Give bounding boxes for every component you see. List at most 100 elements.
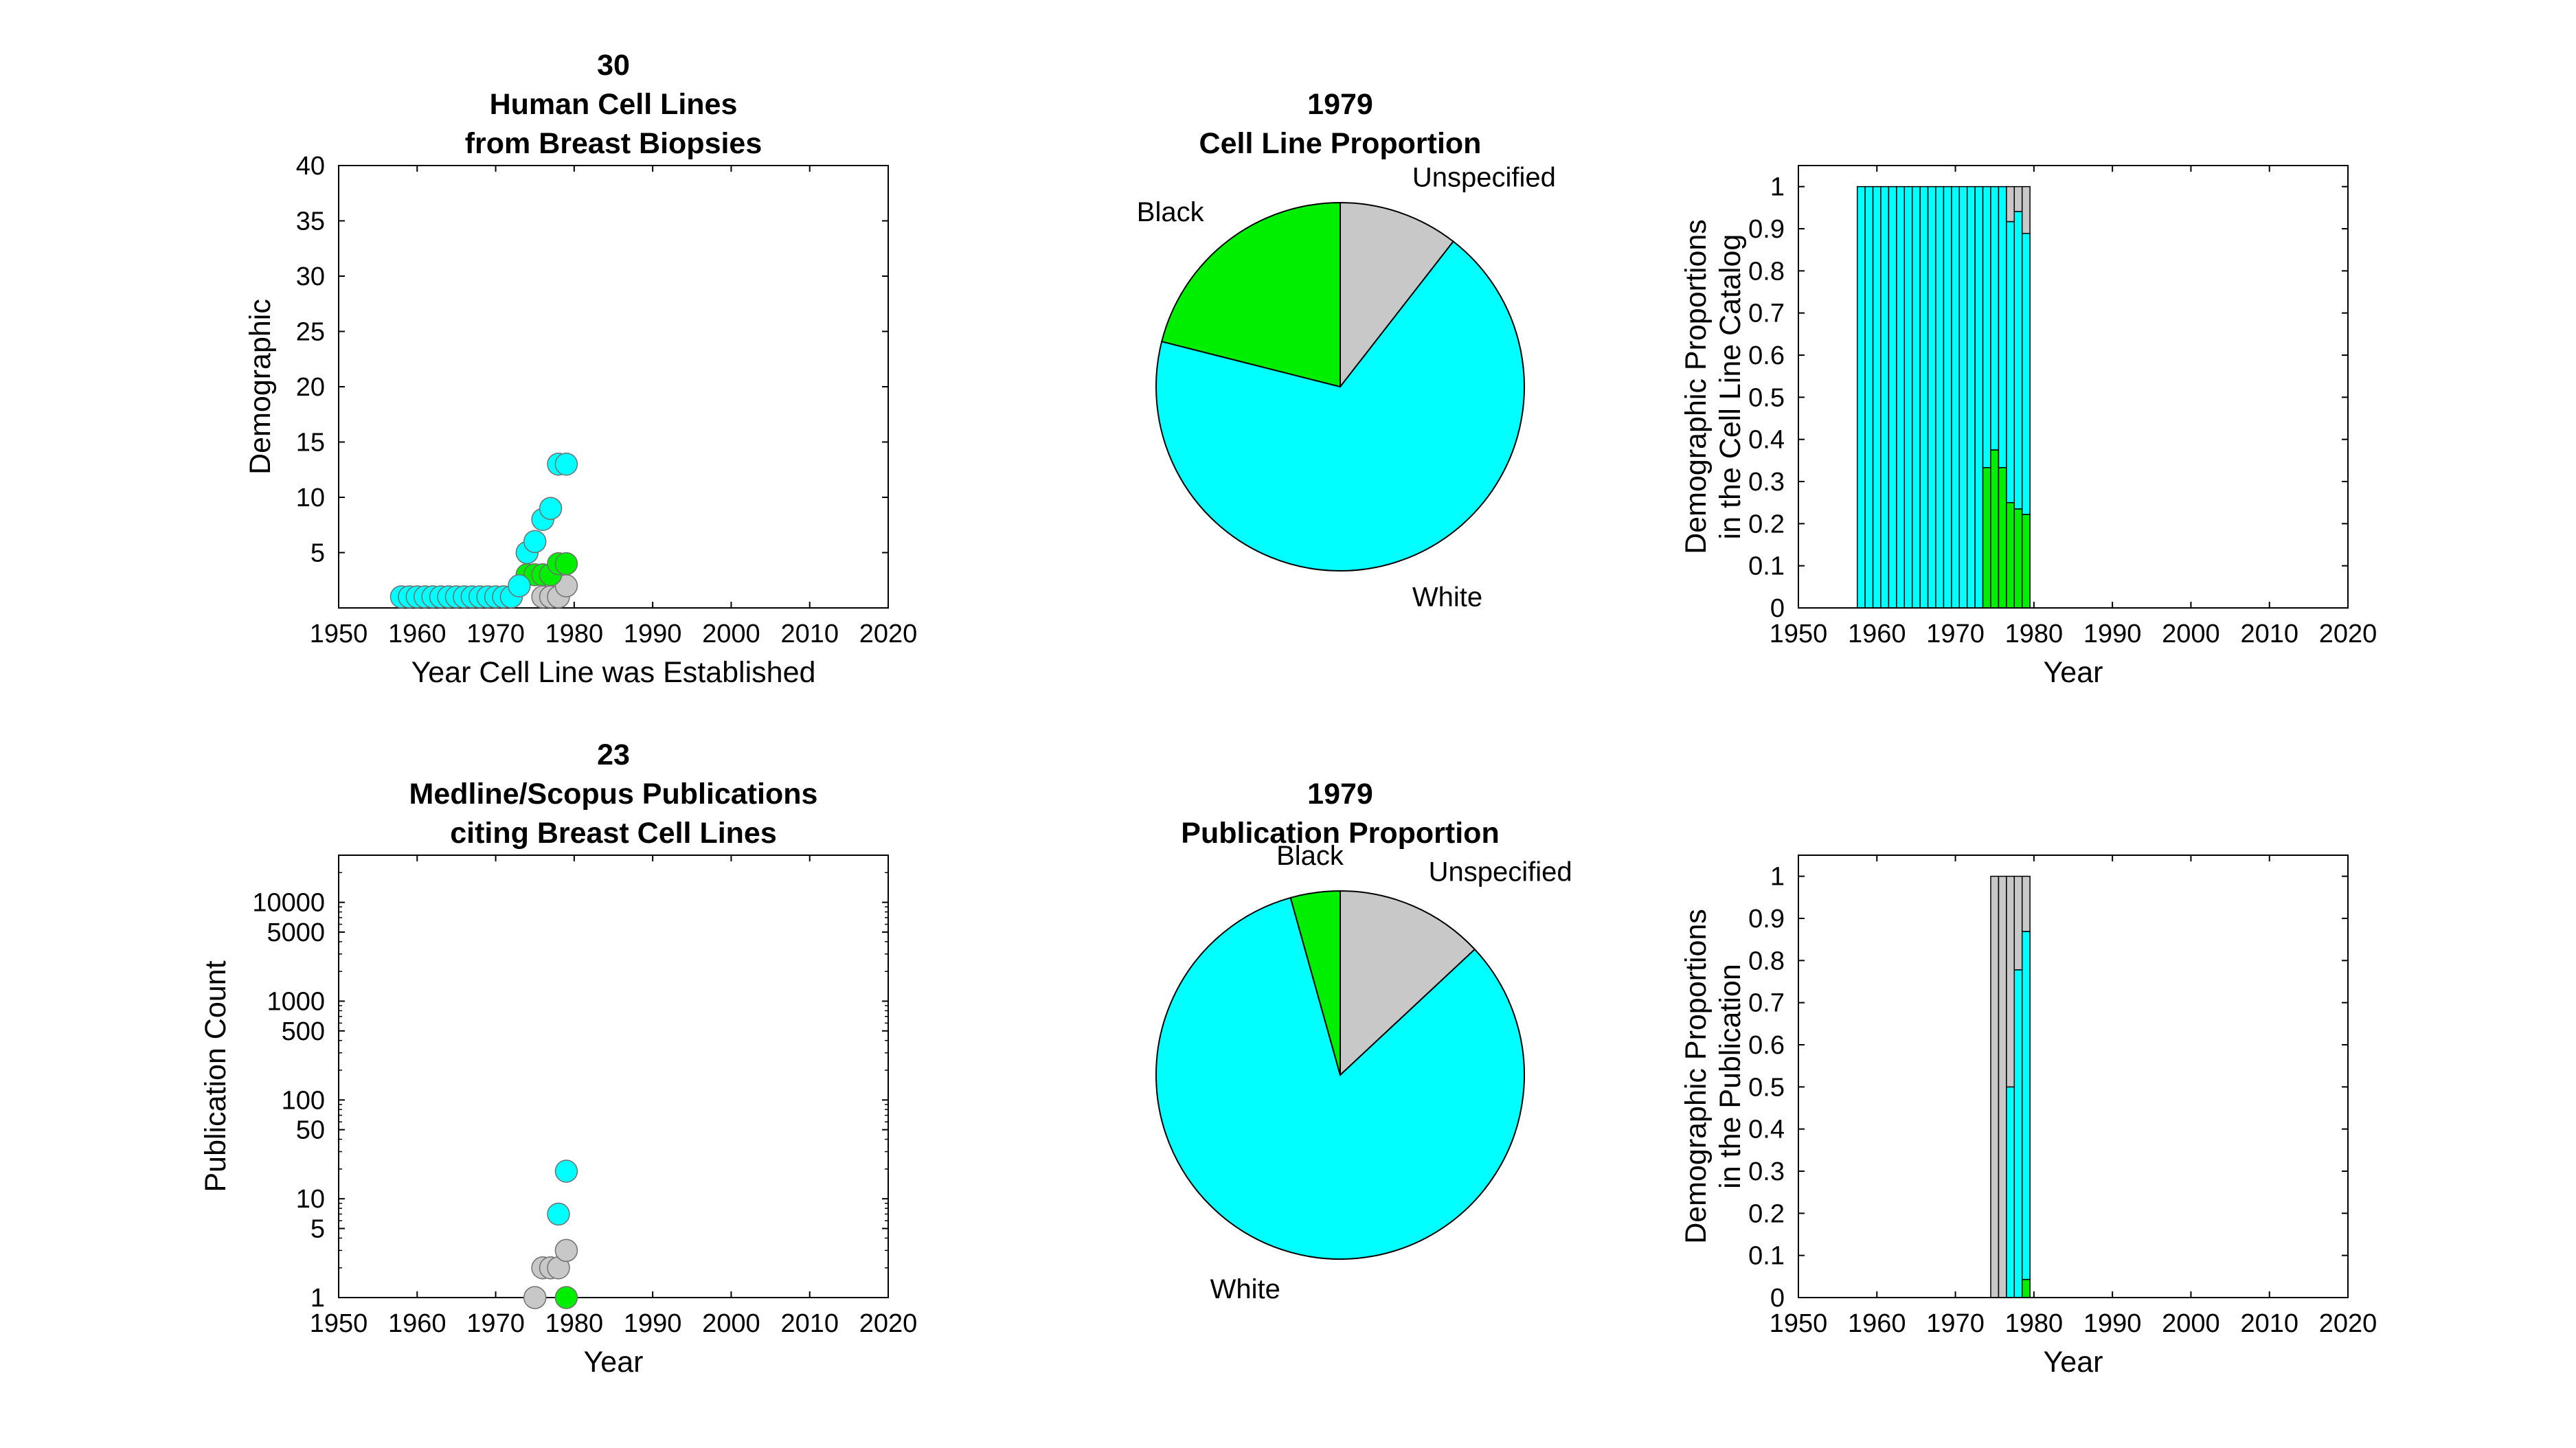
x-tick-label: 2000 (2162, 620, 2220, 648)
x-tick-label: 2020 (859, 1309, 918, 1338)
x-tick-label: 1990 (624, 1309, 682, 1338)
y-tick-label: 10 (296, 1185, 325, 1214)
pie-label: Black (1276, 841, 1344, 871)
pie-slice-white (1155, 240, 1525, 572)
x-tick-label: 1990 (624, 620, 682, 648)
bar-segment-white (1864, 185, 1874, 609)
y-tick-label: 0.7 (1748, 989, 1785, 1018)
y-tick-label: 15 (296, 429, 325, 457)
y-tick-label: 20 (296, 373, 325, 402)
chart-title-line: 1979 (1307, 88, 1373, 121)
bar-segment-white (1951, 185, 1961, 609)
x-tick-label: 1950 (1770, 1309, 1828, 1338)
pie-chart: Unspecified White Black (1155, 841, 1572, 1304)
y-tick-label: 0.7 (1748, 299, 1785, 328)
x-tick-label: 1990 (2083, 620, 2142, 648)
y-tick-label: 0.1 (1748, 552, 1785, 581)
marker-white (508, 574, 531, 598)
y-tick-label: 1 (1770, 173, 1785, 202)
bar-segment-white (2006, 220, 2015, 504)
marker-white (523, 530, 547, 554)
bar-segment-unspecified (2021, 875, 2031, 932)
chart-title-line: Publication Proportion (1181, 817, 1499, 850)
plot-frame (338, 165, 889, 609)
pie-label: Black (1137, 197, 1205, 227)
y-tick-label: 10000 (252, 889, 325, 918)
bar-segment-unspecified (1998, 875, 2007, 1298)
bar-segment-white (1872, 185, 1882, 609)
bar-segment-unspecified (2013, 875, 2023, 971)
y-tick-label: 0.2 (1748, 510, 1785, 539)
x-tick-label: 1980 (545, 1309, 604, 1338)
marker-white (547, 1202, 570, 1226)
x-tick-label: 2020 (2319, 1309, 2377, 1338)
bar-segment-white (2006, 1086, 2015, 1298)
x-tick-label: 2000 (2162, 1309, 2220, 1338)
x-tick-label: 1970 (1926, 1309, 1985, 1338)
x-tick-label: 1980 (2005, 620, 2064, 648)
x-tick-label: 1970 (466, 1309, 525, 1338)
y-axis-label-line: Demographic Proportions (1680, 219, 1713, 554)
chart-title-line: citing Breast Cell Lines (450, 817, 777, 850)
y-tick-label: 1 (1770, 863, 1785, 892)
y-tick-label: 0.9 (1748, 905, 1785, 934)
bar-segment-white (1919, 185, 1929, 609)
bar-segment-white (1911, 185, 1921, 609)
y-tick-label: 10 (296, 484, 325, 512)
x-tick-label: 1960 (388, 1309, 447, 1338)
bar-segment-black (1998, 467, 2007, 609)
plot-frame (1798, 165, 2349, 609)
bar-segment-black (1990, 449, 2000, 609)
chart-title-line: from Breast Biopsies (465, 127, 762, 160)
y-tick-label: 0.8 (1748, 947, 1785, 975)
x-tick-label: 2010 (2240, 1309, 2298, 1338)
y-tick-label: 0.5 (1748, 383, 1785, 412)
x-tick-label: 1990 (2083, 1309, 2142, 1338)
bar-segment-white (1998, 185, 2007, 468)
bar-segment-white (1927, 185, 1936, 609)
pie-label: White (1412, 582, 1482, 612)
y-tick-label: 500 (282, 1017, 325, 1046)
y-tick-label: 1000 (267, 987, 325, 1016)
bar-segment-unspecified (2006, 875, 2015, 1088)
marker-black (554, 552, 578, 576)
bar-segment-white (1943, 185, 1952, 609)
chart-title-line: Cell Line Proportion (1199, 127, 1482, 160)
chart-title-line: Medline/Scopus Publications (409, 778, 818, 811)
y-axis-label-line: Demographic Proportions (1680, 909, 1713, 1244)
marker-unspecified (554, 1238, 578, 1263)
y-tick-label: 0.8 (1748, 257, 1785, 286)
y-tick-label: 0.2 (1748, 1199, 1785, 1228)
x-tick-label: 2010 (2240, 620, 2298, 648)
chart-title-line: 30 (597, 49, 630, 82)
x-tick-label: 1950 (310, 620, 368, 648)
y-tick-label: 0.5 (1748, 1073, 1785, 1102)
pie-slice-unspecified (1340, 890, 1476, 1077)
x-tick-label: 1970 (1926, 620, 1985, 648)
pie-slice-white (1155, 896, 1525, 1260)
y-tick-label: 0.6 (1748, 341, 1785, 370)
bar-segment-white (1958, 185, 1968, 609)
plot-frame (338, 855, 889, 1298)
bar-segment-unspecified (2006, 185, 2015, 223)
marker-white (539, 497, 563, 520)
x-tick-label: 1950 (1770, 620, 1828, 648)
bar-segment-white (1903, 185, 1913, 609)
bar-segment-black (2006, 501, 2015, 609)
bar-segment-white (1966, 185, 1976, 609)
x-tick-label: 1950 (310, 1309, 368, 1338)
x-tick-label: 1980 (545, 620, 604, 648)
chart-title-line: 1979 (1307, 778, 1373, 811)
x-axis-label: Year (584, 1346, 644, 1379)
chart-title-line: 23 (597, 738, 630, 771)
bar-segment-white (1990, 185, 2000, 451)
bar-segment-unspecified (1990, 875, 2000, 1298)
x-tick-label: 2020 (2319, 620, 2377, 648)
y-tick-label: 0.1 (1748, 1242, 1785, 1271)
bar-segment-white (1888, 185, 1897, 609)
y-tick-label: 5 (310, 1214, 325, 1243)
x-axis-label: Year Cell Line was Established (411, 656, 816, 689)
marker-black (554, 1286, 578, 1309)
bar-segment-unspecified (2021, 185, 2031, 234)
